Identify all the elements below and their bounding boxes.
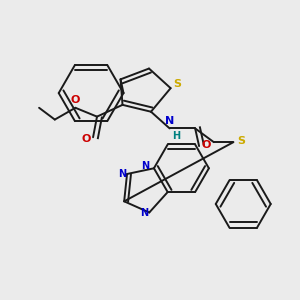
Text: S: S <box>173 79 181 89</box>
Text: N: N <box>140 208 148 218</box>
Text: O: O <box>82 134 91 144</box>
Text: O: O <box>71 95 80 105</box>
Text: H: H <box>172 131 181 141</box>
Text: N: N <box>118 169 126 179</box>
Text: N: N <box>141 161 149 171</box>
Text: N: N <box>165 116 174 126</box>
Text: O: O <box>201 140 211 150</box>
Text: S: S <box>237 136 245 146</box>
